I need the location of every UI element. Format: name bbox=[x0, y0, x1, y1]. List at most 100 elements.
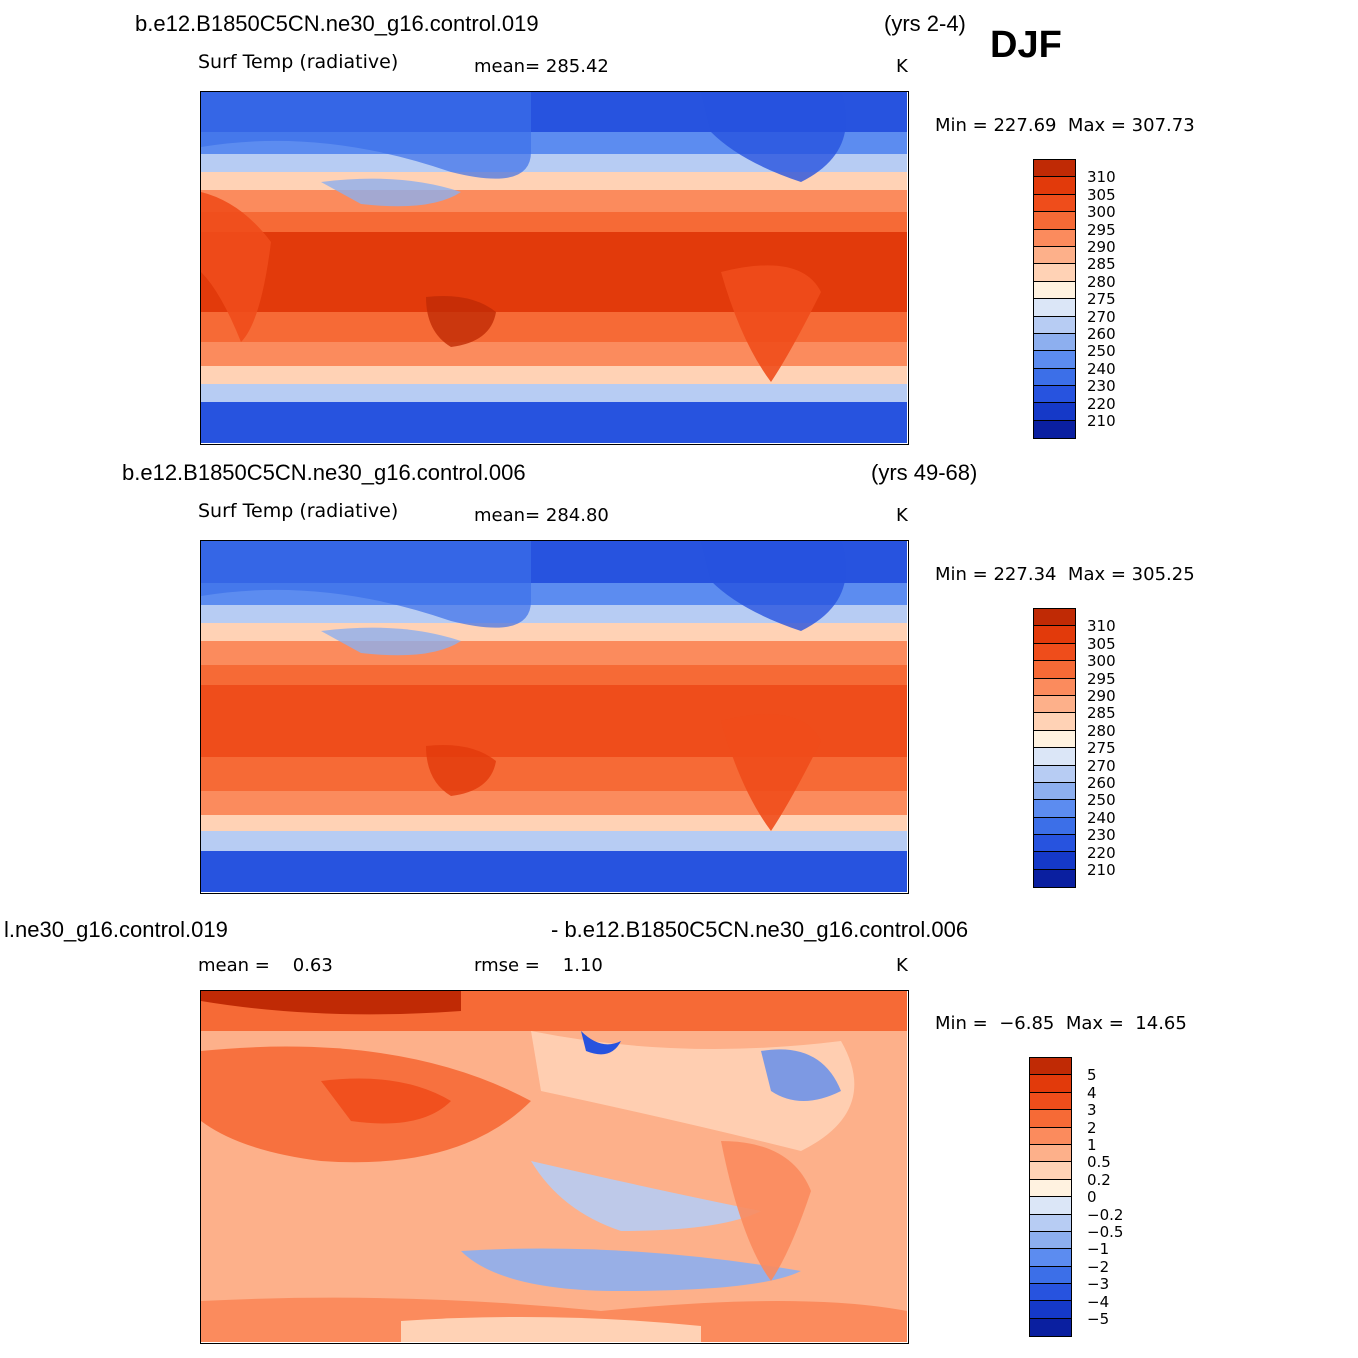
colorbar-tick-label: 1 bbox=[1087, 1136, 1097, 1154]
panel1-map bbox=[200, 91, 909, 445]
colorbar-swatch bbox=[1030, 1110, 1071, 1128]
panel1-map-canvas bbox=[201, 92, 907, 443]
colorbar-tick-label: 260 bbox=[1087, 774, 1116, 792]
colorbar-swatch bbox=[1034, 643, 1075, 662]
colorbar-tick-label: 230 bbox=[1087, 377, 1116, 396]
colorbar-swatch bbox=[1034, 229, 1075, 247]
colorbar-tick-label: 4 bbox=[1087, 1083, 1097, 1102]
colorbar-swatch bbox=[1030, 1301, 1071, 1319]
colorbar-swatch bbox=[1034, 626, 1075, 644]
colorbar-tick-label: 0 bbox=[1087, 1188, 1097, 1207]
colorbar-swatch bbox=[1034, 194, 1075, 213]
colorbar-tick-label: −0.5 bbox=[1087, 1223, 1124, 1241]
colorbar-tick-label: 3 bbox=[1087, 1101, 1097, 1120]
colorbar-tick-label: 250 bbox=[1087, 791, 1116, 810]
panel3-map-canvas bbox=[201, 991, 907, 1342]
colorbar-swatch bbox=[1030, 1144, 1071, 1163]
colorbar-swatch bbox=[1030, 1214, 1071, 1232]
colorbar-tick-label: 270 bbox=[1087, 307, 1116, 326]
colorbar-tick-label: 300 bbox=[1087, 652, 1116, 671]
colorbar-swatch bbox=[1034, 246, 1075, 265]
panel1-variable: Surf Temp (radiative) bbox=[198, 51, 399, 73]
colorbar-tick-label: 250 bbox=[1087, 342, 1116, 361]
colorbar-tick-label: 295 bbox=[1087, 669, 1116, 688]
colorbar-tick-label: 305 bbox=[1087, 185, 1116, 204]
colorbar-swatch bbox=[1030, 1318, 1071, 1337]
panel2-case-title: b.e12.B1850C5CN.ne30_g16.control.006 bbox=[122, 460, 526, 485]
colorbar-swatch bbox=[1030, 1162, 1071, 1180]
colorbar-swatch bbox=[1034, 386, 1075, 404]
colorbar-swatch bbox=[1034, 817, 1075, 836]
season-label: DJF bbox=[990, 24, 1062, 66]
colorbar-tick-label: 275 bbox=[1087, 290, 1116, 309]
colorbar-swatch bbox=[1034, 281, 1075, 300]
colorbar-tick-label: 310 bbox=[1087, 168, 1116, 187]
colorbar-swatch bbox=[1034, 782, 1075, 801]
panel3-colorbar bbox=[1029, 1057, 1072, 1338]
colorbar-swatch bbox=[1034, 852, 1075, 870]
colorbar-tick-label: −4 bbox=[1087, 1292, 1110, 1311]
colorbar-swatch bbox=[1034, 264, 1075, 282]
colorbar-swatch bbox=[1034, 368, 1075, 387]
colorbar-tick-label: 210 bbox=[1087, 861, 1116, 879]
colorbar-tick-label: 285 bbox=[1087, 255, 1116, 274]
colorbar-tick-label: 230 bbox=[1087, 826, 1116, 845]
colorbar-swatch bbox=[1030, 1249, 1071, 1267]
colorbar-swatch bbox=[1030, 1266, 1071, 1285]
colorbar-swatch bbox=[1034, 713, 1075, 731]
colorbar-swatch bbox=[1034, 765, 1075, 783]
colorbar-tick-label: 260 bbox=[1087, 325, 1116, 343]
colorbar-swatch bbox=[1034, 695, 1075, 714]
colorbar-swatch bbox=[1034, 299, 1075, 317]
panel2-colorbar bbox=[1033, 608, 1076, 889]
colorbar-swatch bbox=[1034, 351, 1075, 369]
panel2-variable: Surf Temp (radiative) bbox=[198, 500, 399, 522]
panel1-units: K bbox=[896, 56, 908, 77]
colorbar-tick-label: 2 bbox=[1087, 1118, 1097, 1137]
panel1-years: (yrs 2-4) bbox=[884, 11, 966, 36]
colorbar-swatch bbox=[1030, 1058, 1071, 1076]
colorbar-swatch bbox=[1030, 1127, 1071, 1145]
colorbar-tick-label: 280 bbox=[1087, 721, 1116, 740]
colorbar-tick-label: 240 bbox=[1087, 359, 1116, 378]
colorbar-swatch bbox=[1034, 730, 1075, 749]
colorbar-tick-label: 295 bbox=[1087, 220, 1116, 239]
colorbar-swatch bbox=[1034, 748, 1075, 766]
colorbar-swatch bbox=[1034, 800, 1075, 818]
colorbar-tick-label: 290 bbox=[1087, 238, 1116, 256]
colorbar-swatch bbox=[1030, 1284, 1071, 1302]
panel3-minmax: Min = −6.85 Max = 14.65 bbox=[935, 1013, 1187, 1034]
colorbar-tick-label: 0.2 bbox=[1087, 1170, 1111, 1189]
colorbar-swatch bbox=[1034, 160, 1075, 178]
colorbar-tick-label: 290 bbox=[1087, 687, 1116, 705]
colorbar-tick-label: 240 bbox=[1087, 808, 1116, 827]
colorbar-tick-label: −5 bbox=[1087, 1310, 1110, 1328]
colorbar-swatch bbox=[1034, 835, 1075, 853]
panel1-colorbar bbox=[1033, 159, 1076, 440]
colorbar-tick-label: 220 bbox=[1087, 843, 1116, 862]
panel2-units: K bbox=[896, 505, 908, 526]
colorbar-tick-label: −1 bbox=[1087, 1240, 1110, 1259]
panel3-case-right: - b.e12.B1850C5CN.ne30_g16.control.006 bbox=[551, 917, 969, 942]
panel1-case-title: b.e12.B1850C5CN.ne30_g16.control.019 bbox=[135, 11, 539, 36]
colorbar-tick-label: −3 bbox=[1087, 1275, 1110, 1294]
colorbar-tick-label: 305 bbox=[1087, 634, 1116, 653]
colorbar-tick-label: 210 bbox=[1087, 412, 1116, 430]
panel3-units: K bbox=[896, 955, 908, 976]
panel2-mean: mean= 284.80 bbox=[474, 505, 609, 526]
colorbar-swatch bbox=[1034, 420, 1075, 439]
colorbar-tick-label: 0.5 bbox=[1087, 1153, 1111, 1172]
colorbar-tick-label: 310 bbox=[1087, 617, 1116, 636]
colorbar-tick-label: 285 bbox=[1087, 704, 1116, 723]
colorbar-swatch bbox=[1034, 678, 1075, 696]
colorbar-tick-label: 280 bbox=[1087, 272, 1116, 291]
colorbar-swatch bbox=[1030, 1179, 1071, 1198]
panel2-years: (yrs 49-68) bbox=[871, 460, 978, 485]
colorbar-swatch bbox=[1034, 609, 1075, 627]
colorbar-tick-label: −2 bbox=[1087, 1257, 1110, 1276]
colorbar-tick-label: −0.2 bbox=[1087, 1205, 1124, 1224]
panel3-rmse: rmse = 1.10 bbox=[474, 955, 603, 976]
colorbar-tick-label: 300 bbox=[1087, 203, 1116, 222]
panel1-minmax: Min = 227.69 Max = 307.73 bbox=[935, 115, 1195, 136]
panel2-minmax: Min = 227.34 Max = 305.25 bbox=[935, 564, 1195, 585]
